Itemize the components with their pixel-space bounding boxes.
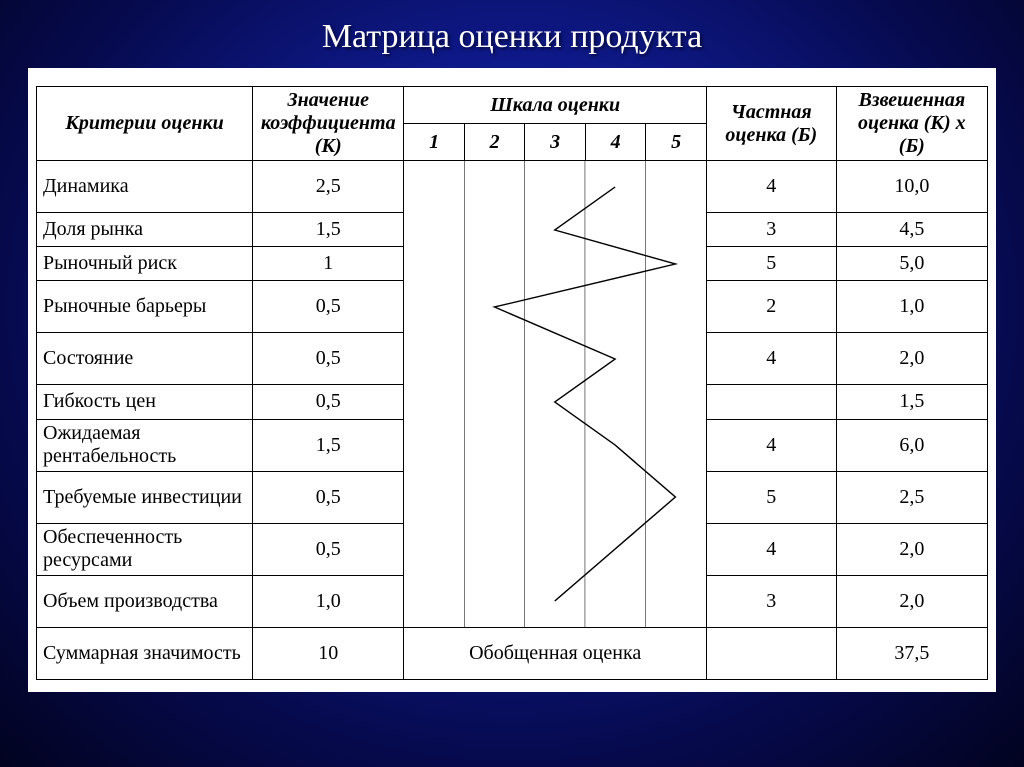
criterion-cell: Гибкость цен	[37, 385, 253, 419]
coefficient-cell: 2,5	[253, 161, 404, 213]
product-matrix-table: Критерии оценки Значение коэффициента (К…	[36, 86, 988, 680]
header-scale-4: 4	[585, 124, 646, 161]
header-scale-3: 3	[525, 124, 586, 161]
table-head: Критерии оценки Значение коэффициента (К…	[37, 87, 988, 161]
header-scale-2: 2	[464, 124, 525, 161]
criterion-cell: Рыночные барьеры	[37, 281, 253, 333]
slide: Матрица оценки продукта Критерии оценки …	[0, 0, 1024, 767]
criterion-cell: Состояние	[37, 333, 253, 385]
scale-chart-cell	[404, 161, 707, 628]
criterion-cell: Доля рынка	[37, 213, 253, 247]
coefficient-cell: 0,5	[253, 471, 404, 523]
coefficient-cell: 1,5	[253, 419, 404, 471]
coefficient-cell: 0,5	[253, 385, 404, 419]
summary-label-cell: Суммарная значимость	[37, 628, 253, 680]
header-weighted: Взвешенная оценка (К) х (Б)	[836, 87, 987, 161]
weighted-score-cell: 1,5	[836, 385, 987, 419]
weighted-score-cell: 10,0	[836, 161, 987, 213]
weighted-score-cell: 2,5	[836, 471, 987, 523]
criterion-cell: Динамика	[37, 161, 253, 213]
weighted-score-cell: 6,0	[836, 419, 987, 471]
header-scale: Шкала оценки	[404, 87, 707, 124]
coefficient-cell: 1,5	[253, 213, 404, 247]
summary-center-cell: Обобщенная оценка	[404, 628, 707, 680]
summary-weighted-cell: 37,5	[836, 628, 987, 680]
coefficient-cell: 0,5	[253, 281, 404, 333]
private-score-cell: 3	[706, 575, 836, 627]
private-score-cell: 5	[706, 471, 836, 523]
weighted-score-cell: 4,5	[836, 213, 987, 247]
table-container: Критерии оценки Значение коэффициента (К…	[28, 68, 996, 692]
score-polyline-chart	[404, 161, 706, 627]
coefficient-cell: 0,5	[253, 523, 404, 575]
weighted-score-cell: 2,0	[836, 523, 987, 575]
private-score-cell	[706, 385, 836, 419]
summary-row: Суммарная значимость10Обобщенная оценка 3…	[37, 628, 988, 680]
header-scale-1: 1	[404, 124, 465, 161]
private-score-cell: 2	[706, 281, 836, 333]
header-coefficient: Значение коэффициента (К)	[253, 87, 404, 161]
coefficient-cell: 1	[253, 247, 404, 281]
header-criteria: Критерии оценки	[37, 87, 253, 161]
private-score-cell: 5	[706, 247, 836, 281]
criterion-cell: Требуемые инвестиции	[37, 471, 253, 523]
table-body: Динамика2,5410,0Доля рынка1,534,5Рыночны…	[37, 161, 988, 680]
weighted-score-cell: 2,0	[836, 333, 987, 385]
coefficient-cell: 0,5	[253, 333, 404, 385]
weighted-score-cell: 1,0	[836, 281, 987, 333]
weighted-score-cell: 5,0	[836, 247, 987, 281]
slide-title: Матрица оценки продукта	[0, 18, 1024, 56]
private-score-cell: 4	[706, 161, 836, 213]
coefficient-cell: 1,0	[253, 575, 404, 627]
private-score-cell: 4	[706, 523, 836, 575]
private-score-cell: 4	[706, 333, 836, 385]
criterion-cell: Ожидаемая рентабельность	[37, 419, 253, 471]
criterion-cell: Рыночный риск	[37, 247, 253, 281]
header-private: Частная оценка (Б)	[706, 87, 836, 161]
table-row: Динамика2,5 410,0	[37, 161, 988, 213]
header-scale-5: 5	[646, 124, 707, 161]
summary-private-cell	[706, 628, 836, 680]
summary-coef-cell: 10	[253, 628, 404, 680]
private-score-cell: 3	[706, 213, 836, 247]
private-score-cell: 4	[706, 419, 836, 471]
criterion-cell: Обеспеченность ресурсами	[37, 523, 253, 575]
criterion-cell: Объем производства	[37, 575, 253, 627]
weighted-score-cell: 2,0	[836, 575, 987, 627]
